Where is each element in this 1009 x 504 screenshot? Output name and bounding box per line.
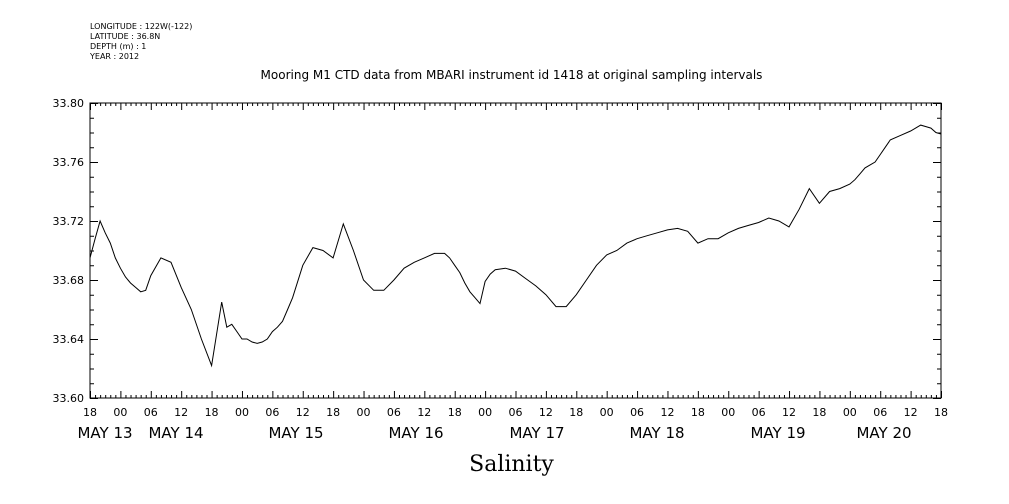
x-tick-label: 18 xyxy=(205,406,219,419)
salinity-series-line xyxy=(89,124,942,368)
x-tick-label: 00 xyxy=(357,406,371,419)
x-tick-label: 18 xyxy=(812,406,826,419)
x-tick-label: 12 xyxy=(296,406,310,419)
y-tick-label: 33.72 xyxy=(53,215,85,228)
x-day-label: MAY 15 xyxy=(268,424,323,442)
x-day-label: MAY 18 xyxy=(629,424,684,442)
x-tick-label: 06 xyxy=(752,406,766,419)
x-day-label: MAY 20 xyxy=(856,424,911,442)
x-tick-label: 18 xyxy=(83,406,97,419)
y-tick-label: 33.80 xyxy=(53,97,85,110)
x-tick-label: 00 xyxy=(235,406,249,419)
x-tick-label: 12 xyxy=(904,406,918,419)
x-tick-label: 06 xyxy=(265,406,279,419)
station-metadata: LONGITUDE : 122W(-122) LATITUDE : 36.8N … xyxy=(90,22,192,62)
y-tick-label: 33.64 xyxy=(53,333,85,346)
x-tick-label: 06 xyxy=(873,406,887,419)
x-tick-label: 18 xyxy=(448,406,462,419)
x-tick-label: 12 xyxy=(174,406,188,419)
year-label: YEAR : 2012 xyxy=(90,52,140,61)
x-tick-label: 00 xyxy=(600,406,614,419)
x-tick-label: 12 xyxy=(782,406,796,419)
x-day-label: MAY 17 xyxy=(509,424,564,442)
y-tick-label: 33.60 xyxy=(53,392,85,405)
x-tick-label: 12 xyxy=(660,406,674,419)
x-tick-label: 06 xyxy=(630,406,644,419)
x-tick-label: 06 xyxy=(509,406,523,419)
latitude-label: LATITUDE : 36.8N xyxy=(90,32,161,41)
chart-title: Mooring M1 CTD data from MBARI instrumen… xyxy=(260,68,763,82)
x-tick-label: 00 xyxy=(478,406,492,419)
y-tick-label: 33.76 xyxy=(53,156,85,169)
x-tick-label: 00 xyxy=(721,406,735,419)
x-axis-label: Salinity xyxy=(469,452,554,477)
x-tick-label: 18 xyxy=(934,406,948,419)
x-tick-label: 18 xyxy=(326,406,340,419)
x-day-label: MAY 14 xyxy=(148,424,203,442)
x-tick-label: 06 xyxy=(387,406,401,419)
x-tick-label: 18 xyxy=(569,406,583,419)
plot-frame xyxy=(89,102,942,399)
x-tick-label: 06 xyxy=(144,406,158,419)
longitude-label: LONGITUDE : 122W(-122) xyxy=(90,22,193,31)
x-tick-label: 12 xyxy=(539,406,553,419)
x-tick-label: 00 xyxy=(113,406,127,419)
x-day-label: MAY 13 xyxy=(77,424,132,442)
x-day-label: MAY 16 xyxy=(388,424,443,442)
x-tick-label: 12 xyxy=(417,406,431,419)
x-day-label: MAY 19 xyxy=(750,424,805,442)
y-tick-label: 33.68 xyxy=(53,274,85,287)
x-tick-label: 00 xyxy=(843,406,857,419)
x-tick-label: 18 xyxy=(691,406,705,419)
depth-label: DEPTH (m) : 1 xyxy=(90,42,147,51)
